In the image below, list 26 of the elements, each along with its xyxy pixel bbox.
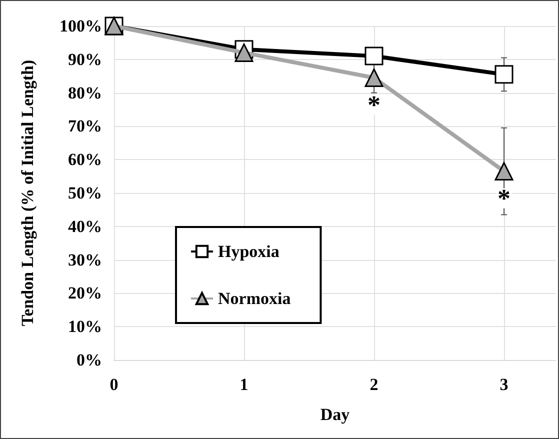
- y-tick-label: 100%: [60, 16, 102, 36]
- y-tick-label: 0%: [76, 350, 102, 370]
- x-axis-title: Day: [320, 405, 350, 424]
- legend-label: Hypoxia: [218, 242, 280, 261]
- point: [494, 162, 514, 181]
- y-tick-label: 30%: [68, 250, 102, 270]
- x-tick-label: 3: [500, 375, 508, 394]
- point: [494, 65, 514, 84]
- y-tick-label: 70%: [68, 116, 102, 136]
- y-tick-label: 60%: [68, 150, 102, 170]
- y-tick-label: 40%: [68, 216, 102, 236]
- y-tick-label: 90%: [68, 50, 102, 69]
- y-tick-label: 10%: [68, 317, 102, 336]
- x-tick-label: 2: [370, 375, 378, 394]
- x-tick-label: 0: [110, 375, 118, 394]
- y-tick-label: 20%: [68, 284, 102, 303]
- annotation: *: [368, 90, 380, 120]
- annotation: *: [498, 184, 510, 213]
- point: [364, 68, 384, 88]
- y-axis-title: Tendon Length (% of Initial Length): [18, 60, 37, 326]
- y-tick-label: 80%: [68, 83, 102, 102]
- legend-label: Normoxia: [218, 289, 292, 308]
- y-tick-label: 50%: [68, 184, 102, 202]
- x-tick-label: 1: [240, 375, 248, 394]
- point: [234, 43, 254, 62]
- point: [364, 46, 384, 66]
